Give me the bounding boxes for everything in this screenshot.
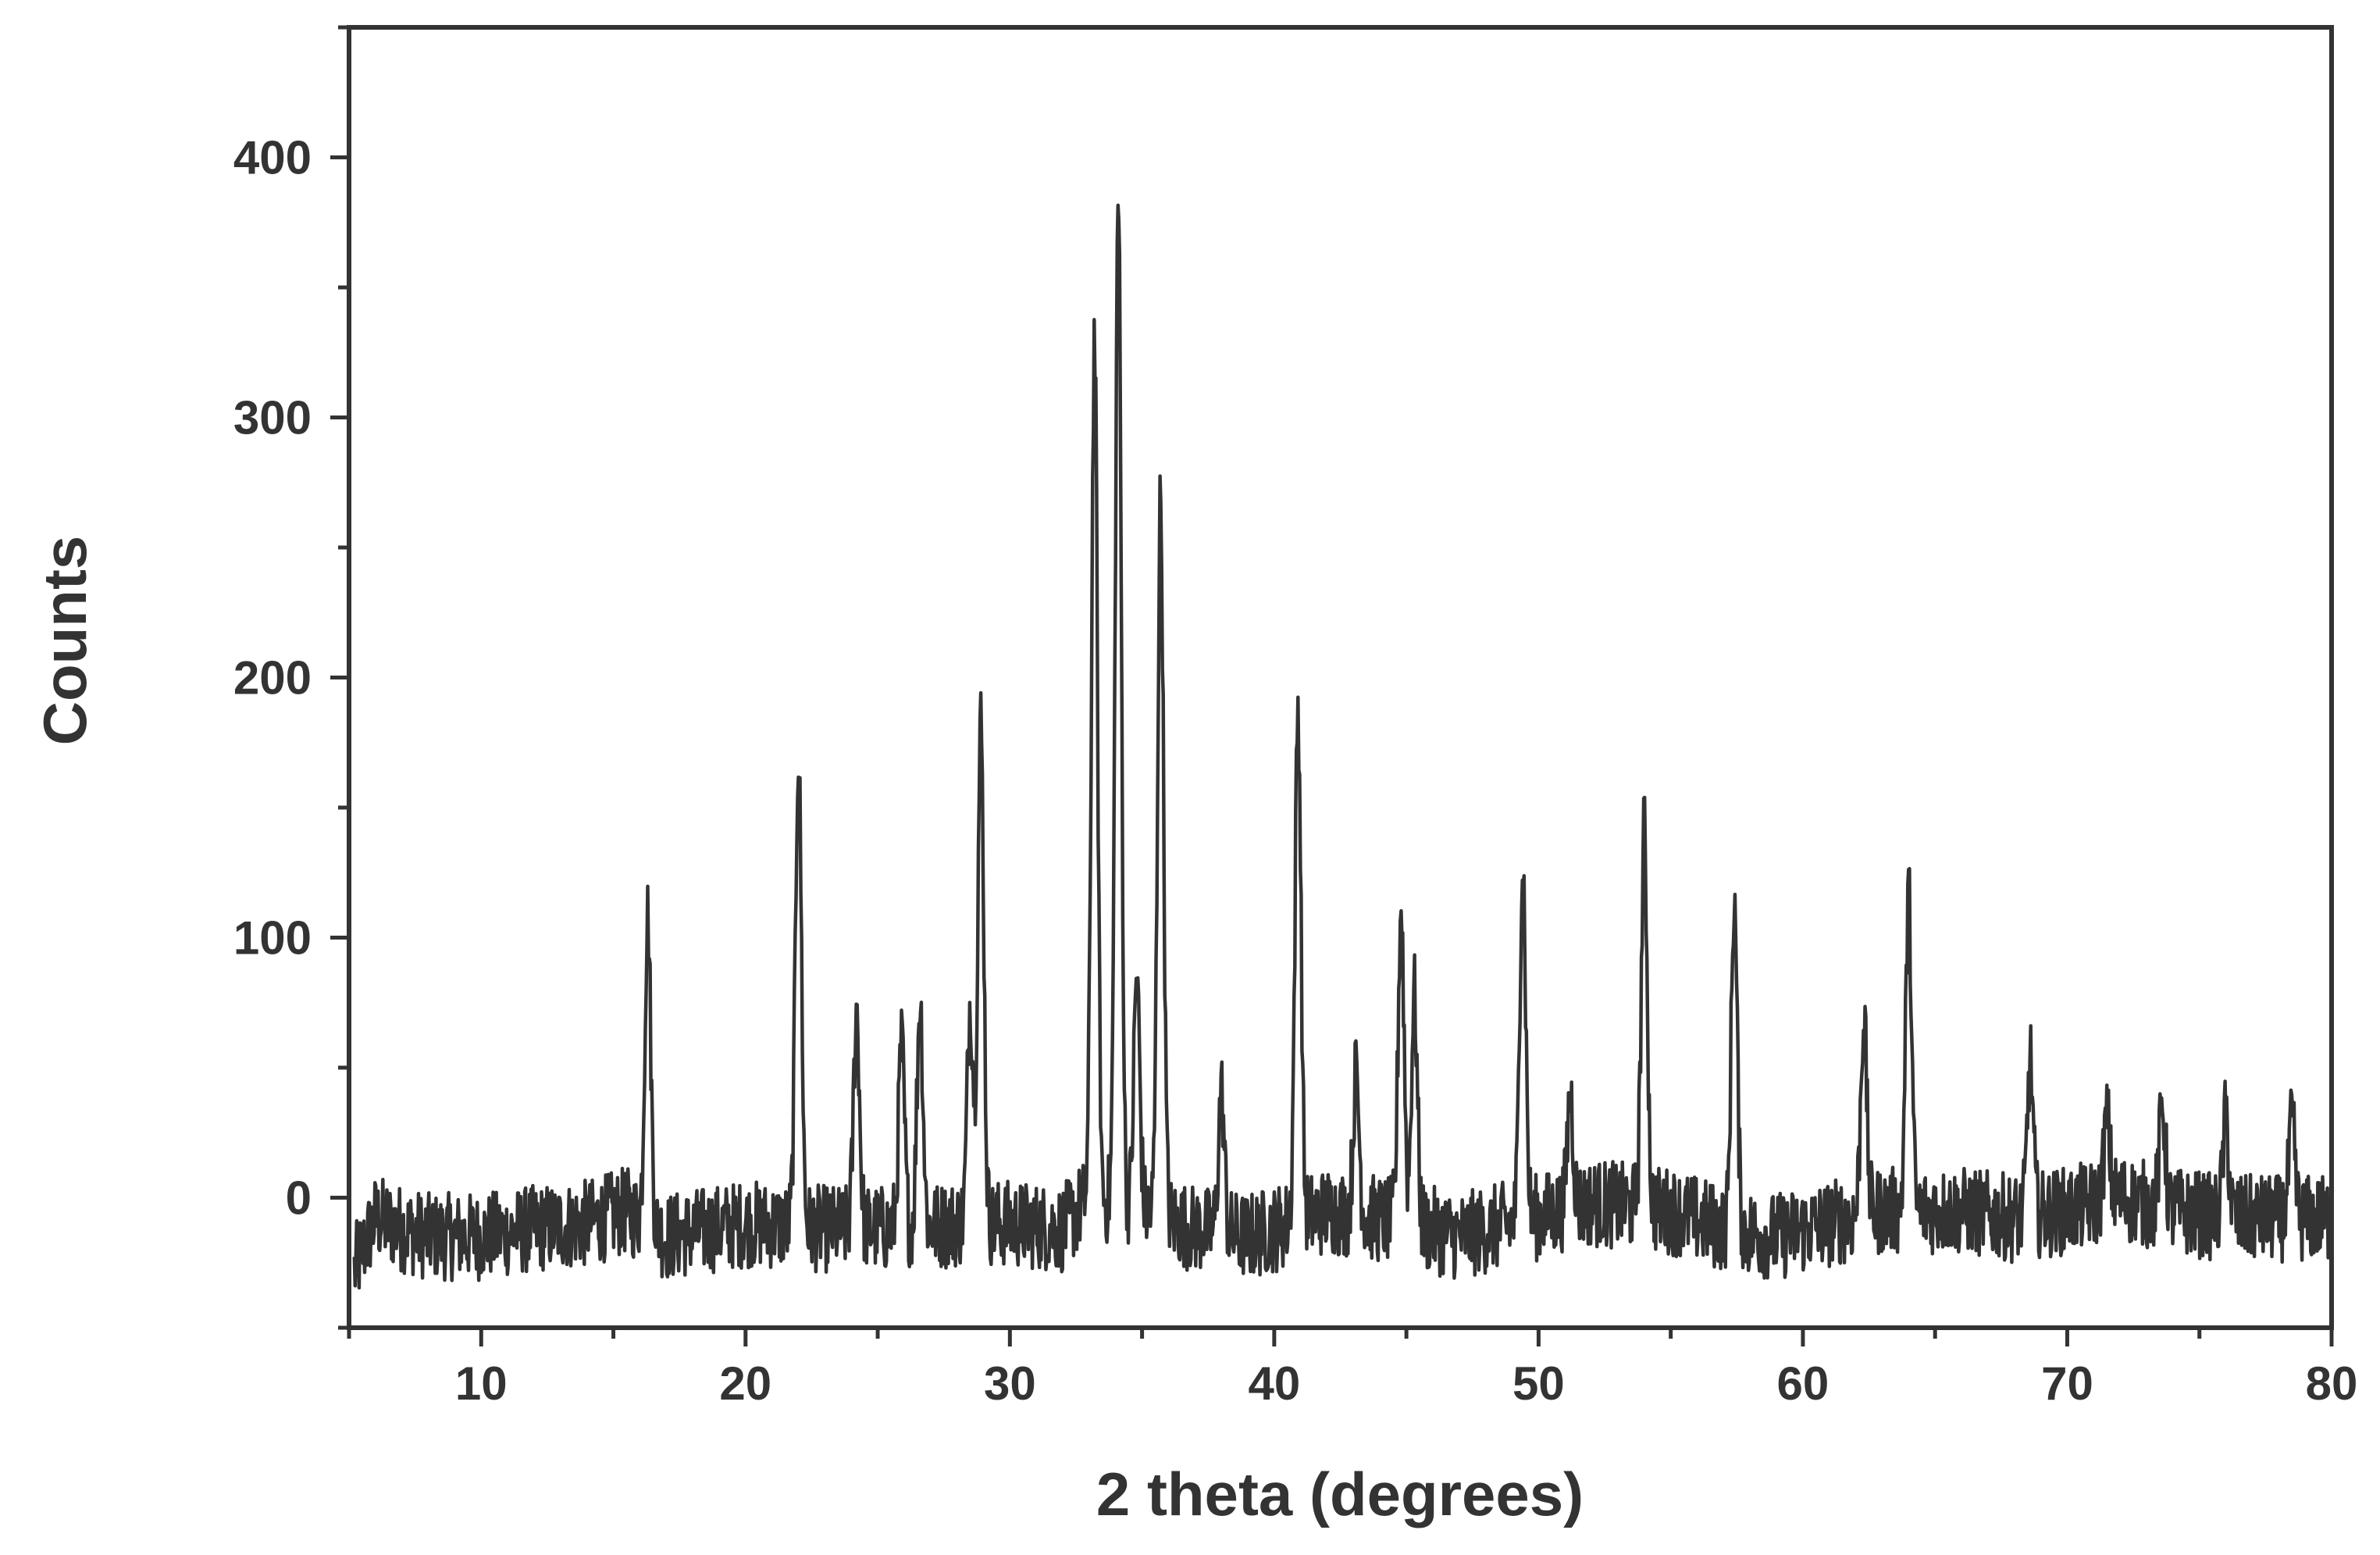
y-tick-label: 0: [286, 1172, 312, 1225]
x-tick-label: 10: [455, 1357, 508, 1410]
x-tick-label: 40: [1248, 1357, 1300, 1410]
x-tick-label: 80: [2306, 1357, 2358, 1410]
y-tick-label: 100: [233, 912, 312, 965]
x-tick-label: 20: [719, 1357, 771, 1410]
x-tick-label: 60: [1777, 1357, 1830, 1410]
y-axis-ticks: 0 100 200 300 400: [233, 25, 349, 1330]
y-tick-label: 200: [233, 652, 312, 704]
x-tick-label: 50: [1512, 1357, 1565, 1410]
x-tick-label: 30: [984, 1357, 1036, 1410]
y-tick-label: 300: [233, 392, 312, 444]
x-tick-label: 70: [2041, 1357, 2093, 1410]
x-axis-ticks: 10 20 30 40 50 60 70 80: [347, 1328, 2358, 1410]
y-tick-label: 400: [233, 132, 312, 184]
y-axis-title: Counts: [30, 536, 99, 746]
x-axis-title: 2 theta (degrees): [1096, 1460, 1584, 1528]
diffraction-pattern-line: [352, 203, 2333, 1290]
